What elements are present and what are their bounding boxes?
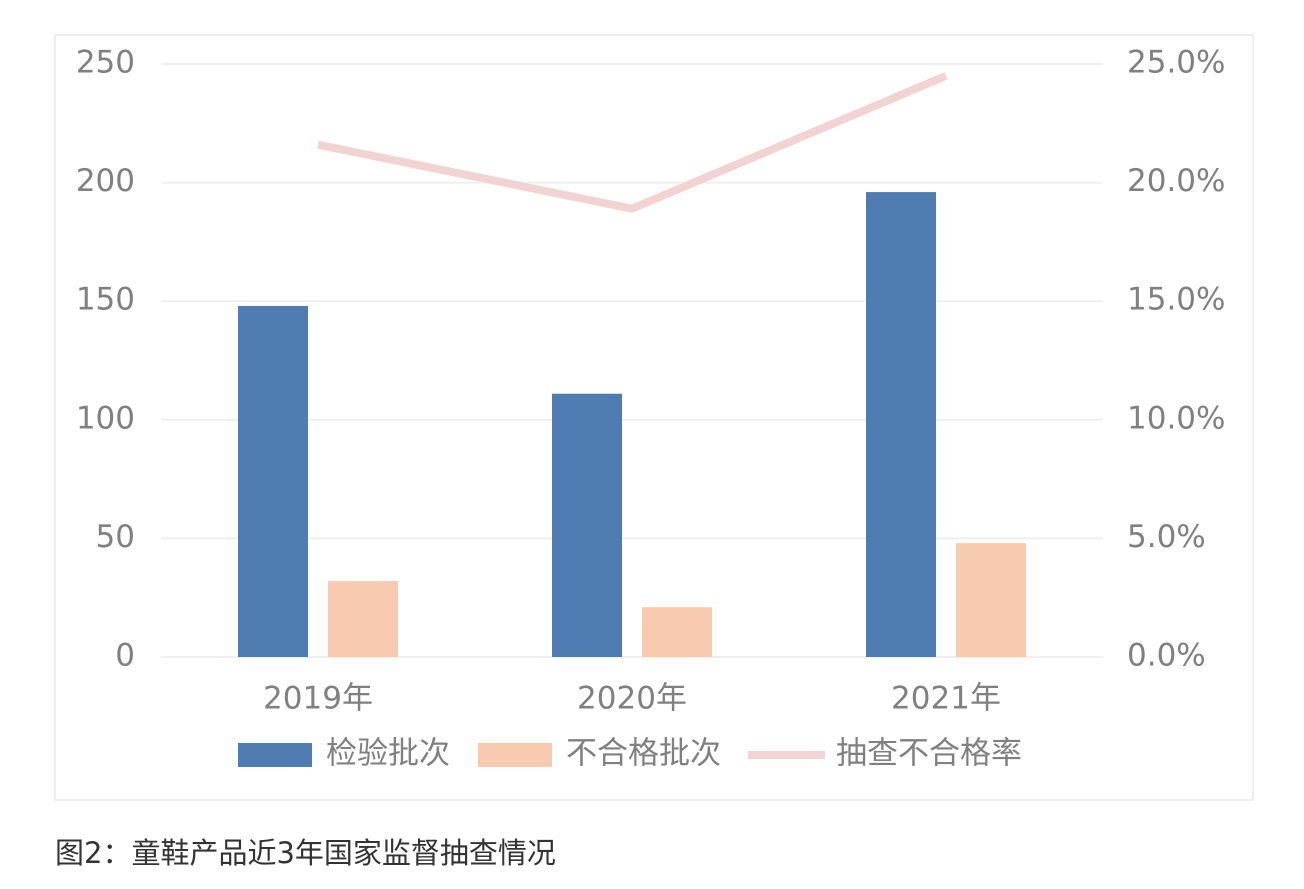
bar	[238, 305, 308, 657]
y2-tick-label: 20.0%	[1127, 163, 1225, 199]
legend-label: 不合格批次	[566, 736, 721, 772]
y2-tick-label: 10.0%	[1127, 400, 1225, 436]
y-tick-label: 250	[76, 45, 135, 81]
y2-tick-label: 0.0%	[1127, 638, 1206, 674]
y2-tick-label: 15.0%	[1127, 282, 1225, 318]
bar	[866, 192, 936, 657]
y-tick-label: 150	[76, 282, 135, 318]
bar	[552, 393, 622, 657]
x-tick-label: 2019年	[263, 681, 373, 717]
y-tick-label: 0	[115, 638, 135, 674]
bar	[642, 607, 712, 657]
caption: 图2：童鞋产品近3年国家监督抽查情况	[55, 836, 556, 870]
bar	[328, 581, 398, 657]
legend-swatch	[238, 743, 312, 767]
legend-label: 抽查不合格率	[836, 736, 1022, 772]
y-tick-label: 200	[76, 163, 135, 199]
line	[317, 72, 948, 213]
legend-swatch	[478, 743, 552, 767]
y-tick-label: 50	[96, 519, 135, 555]
y-tick-label: 100	[76, 400, 135, 436]
x-tick-label: 2021年	[891, 681, 1001, 717]
x-tick-label: 2020年	[577, 681, 687, 717]
y2-tick-label: 25.0%	[1127, 45, 1225, 81]
bar	[956, 543, 1026, 657]
y2-tick-label: 5.0%	[1127, 519, 1206, 555]
legend-label: 检验批次	[326, 736, 450, 772]
